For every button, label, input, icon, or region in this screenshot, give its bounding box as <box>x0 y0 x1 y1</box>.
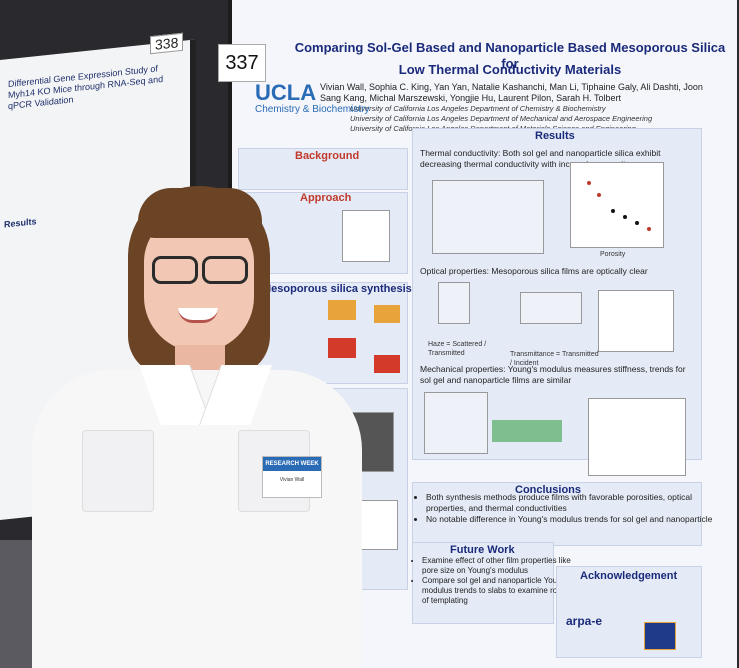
approach-heading: Approach <box>300 192 352 204</box>
acknowledgement-box <box>556 566 702 658</box>
presenter-person: RESEARCH WEEK Vivian Wall <box>20 180 380 668</box>
data-point <box>647 227 651 231</box>
optical-text: Optical properties: Mesoporous silica fi… <box>420 266 648 276</box>
left-poster-title: Differential Gene Expression Study of My… <box>8 63 164 112</box>
future-work-heading: Future Work <box>450 544 515 556</box>
data-point <box>587 181 591 185</box>
nanoparticle-film <box>374 355 400 373</box>
affiliation-1: University of California Los Angeles Dep… <box>350 104 606 113</box>
left-lens <box>152 256 198 284</box>
poster-number: 337 <box>218 44 266 82</box>
arpa-e-logo: arpa-e <box>566 614 603 628</box>
background-box <box>238 148 408 190</box>
conclusions-box <box>412 482 702 546</box>
thermal-setup-diagram <box>432 180 544 254</box>
approach-diagram <box>342 210 390 262</box>
future-item: Compare sol gel and nanoparticle Young's… <box>422 576 572 606</box>
synthesis-particles-red <box>328 338 356 358</box>
lab-logo <box>644 622 676 650</box>
affiliation-2: University of California Los Angeles Dep… <box>350 114 653 123</box>
shirt-pocket-left <box>82 430 154 512</box>
glasses <box>148 256 248 284</box>
conclusions-heading: Conclusions <box>515 484 582 496</box>
acknowledgement-heading: Acknowledgement <box>580 570 678 582</box>
mechanical-text: Mechanical properties: Young's modulus m… <box>420 364 686 385</box>
template-film <box>374 305 400 323</box>
conclusions-list: Both synthesis methods produce films wit… <box>400 492 722 525</box>
poster-title-line2: Low Thermal Conductivity Materials <box>398 62 622 77</box>
thermal-text: Thermal conductivity: Both sol gel and n… <box>420 148 661 169</box>
data-point <box>623 215 627 219</box>
right-lens <box>202 256 248 284</box>
future-work-list: Examine effect of other film properties … <box>408 556 572 606</box>
transmittance-diagram <box>520 292 582 324</box>
poster-authors: Vivian Wall, Sophia C. King, Yan Yan, Na… <box>320 82 703 103</box>
data-point <box>635 221 639 225</box>
modulus-diagram <box>424 392 488 454</box>
optical-plot <box>598 290 674 352</box>
future-item: Examine effect of other film properties … <box>422 556 572 576</box>
synthesis-particles-yellow <box>328 300 356 320</box>
background-heading: Background <box>295 150 360 162</box>
badge-header: RESEARCH WEEK <box>263 457 321 471</box>
data-point <box>611 209 615 213</box>
conclusion-item: Both synthesis methods produce films wit… <box>426 492 722 514</box>
ucla-logo: UCLA <box>255 80 317 105</box>
haze-diagram <box>438 282 470 324</box>
badge-name: Vivian Wall <box>279 477 305 483</box>
ucla-subtitle: Chemistry & Biochemistry <box>255 104 370 115</box>
nanoindentation-film <box>492 420 562 442</box>
haze-formula: Haze = Scattered / Transmitted <box>428 341 487 357</box>
conclusion-item: No notable difference in Young's modulus… <box>426 514 722 525</box>
future-work-box <box>412 542 554 624</box>
results-heading: Results <box>535 130 575 142</box>
data-point <box>597 193 601 197</box>
transmittance-formula: Transmittance = Transmitted / Incident <box>510 351 599 367</box>
thermal-conductivity-plot <box>570 162 664 248</box>
left-poster-number: 338 <box>150 32 184 55</box>
porosity-axis-label: Porosity <box>600 251 626 258</box>
poster-title-line1: Comparing Sol-Gel Based and Nanoparticle… <box>294 40 726 71</box>
modulus-plot <box>588 398 686 476</box>
name-badge: RESEARCH WEEK Vivian Wall <box>262 456 322 498</box>
smile <box>178 308 218 323</box>
bangs <box>138 188 262 238</box>
